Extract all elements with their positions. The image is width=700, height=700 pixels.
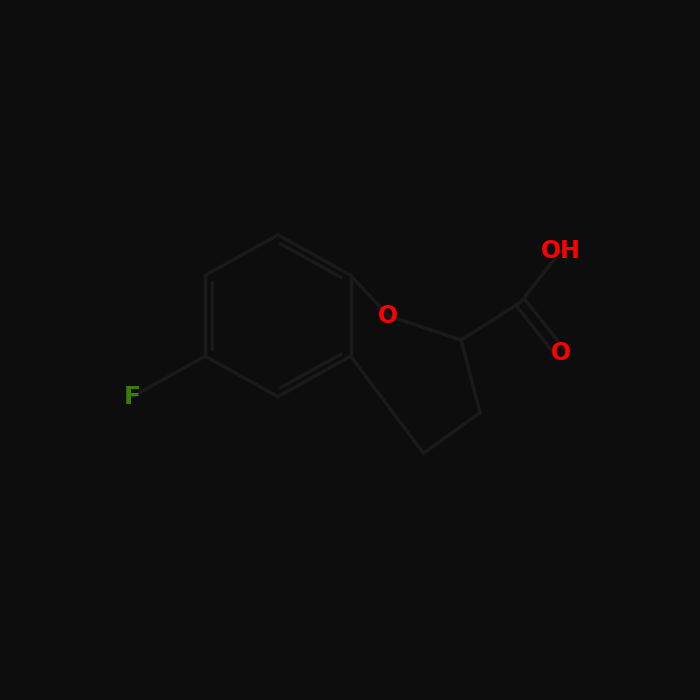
Text: F: F bbox=[124, 384, 141, 409]
Text: O: O bbox=[551, 342, 571, 365]
Text: O: O bbox=[378, 304, 398, 328]
Text: OH: OH bbox=[541, 239, 581, 263]
